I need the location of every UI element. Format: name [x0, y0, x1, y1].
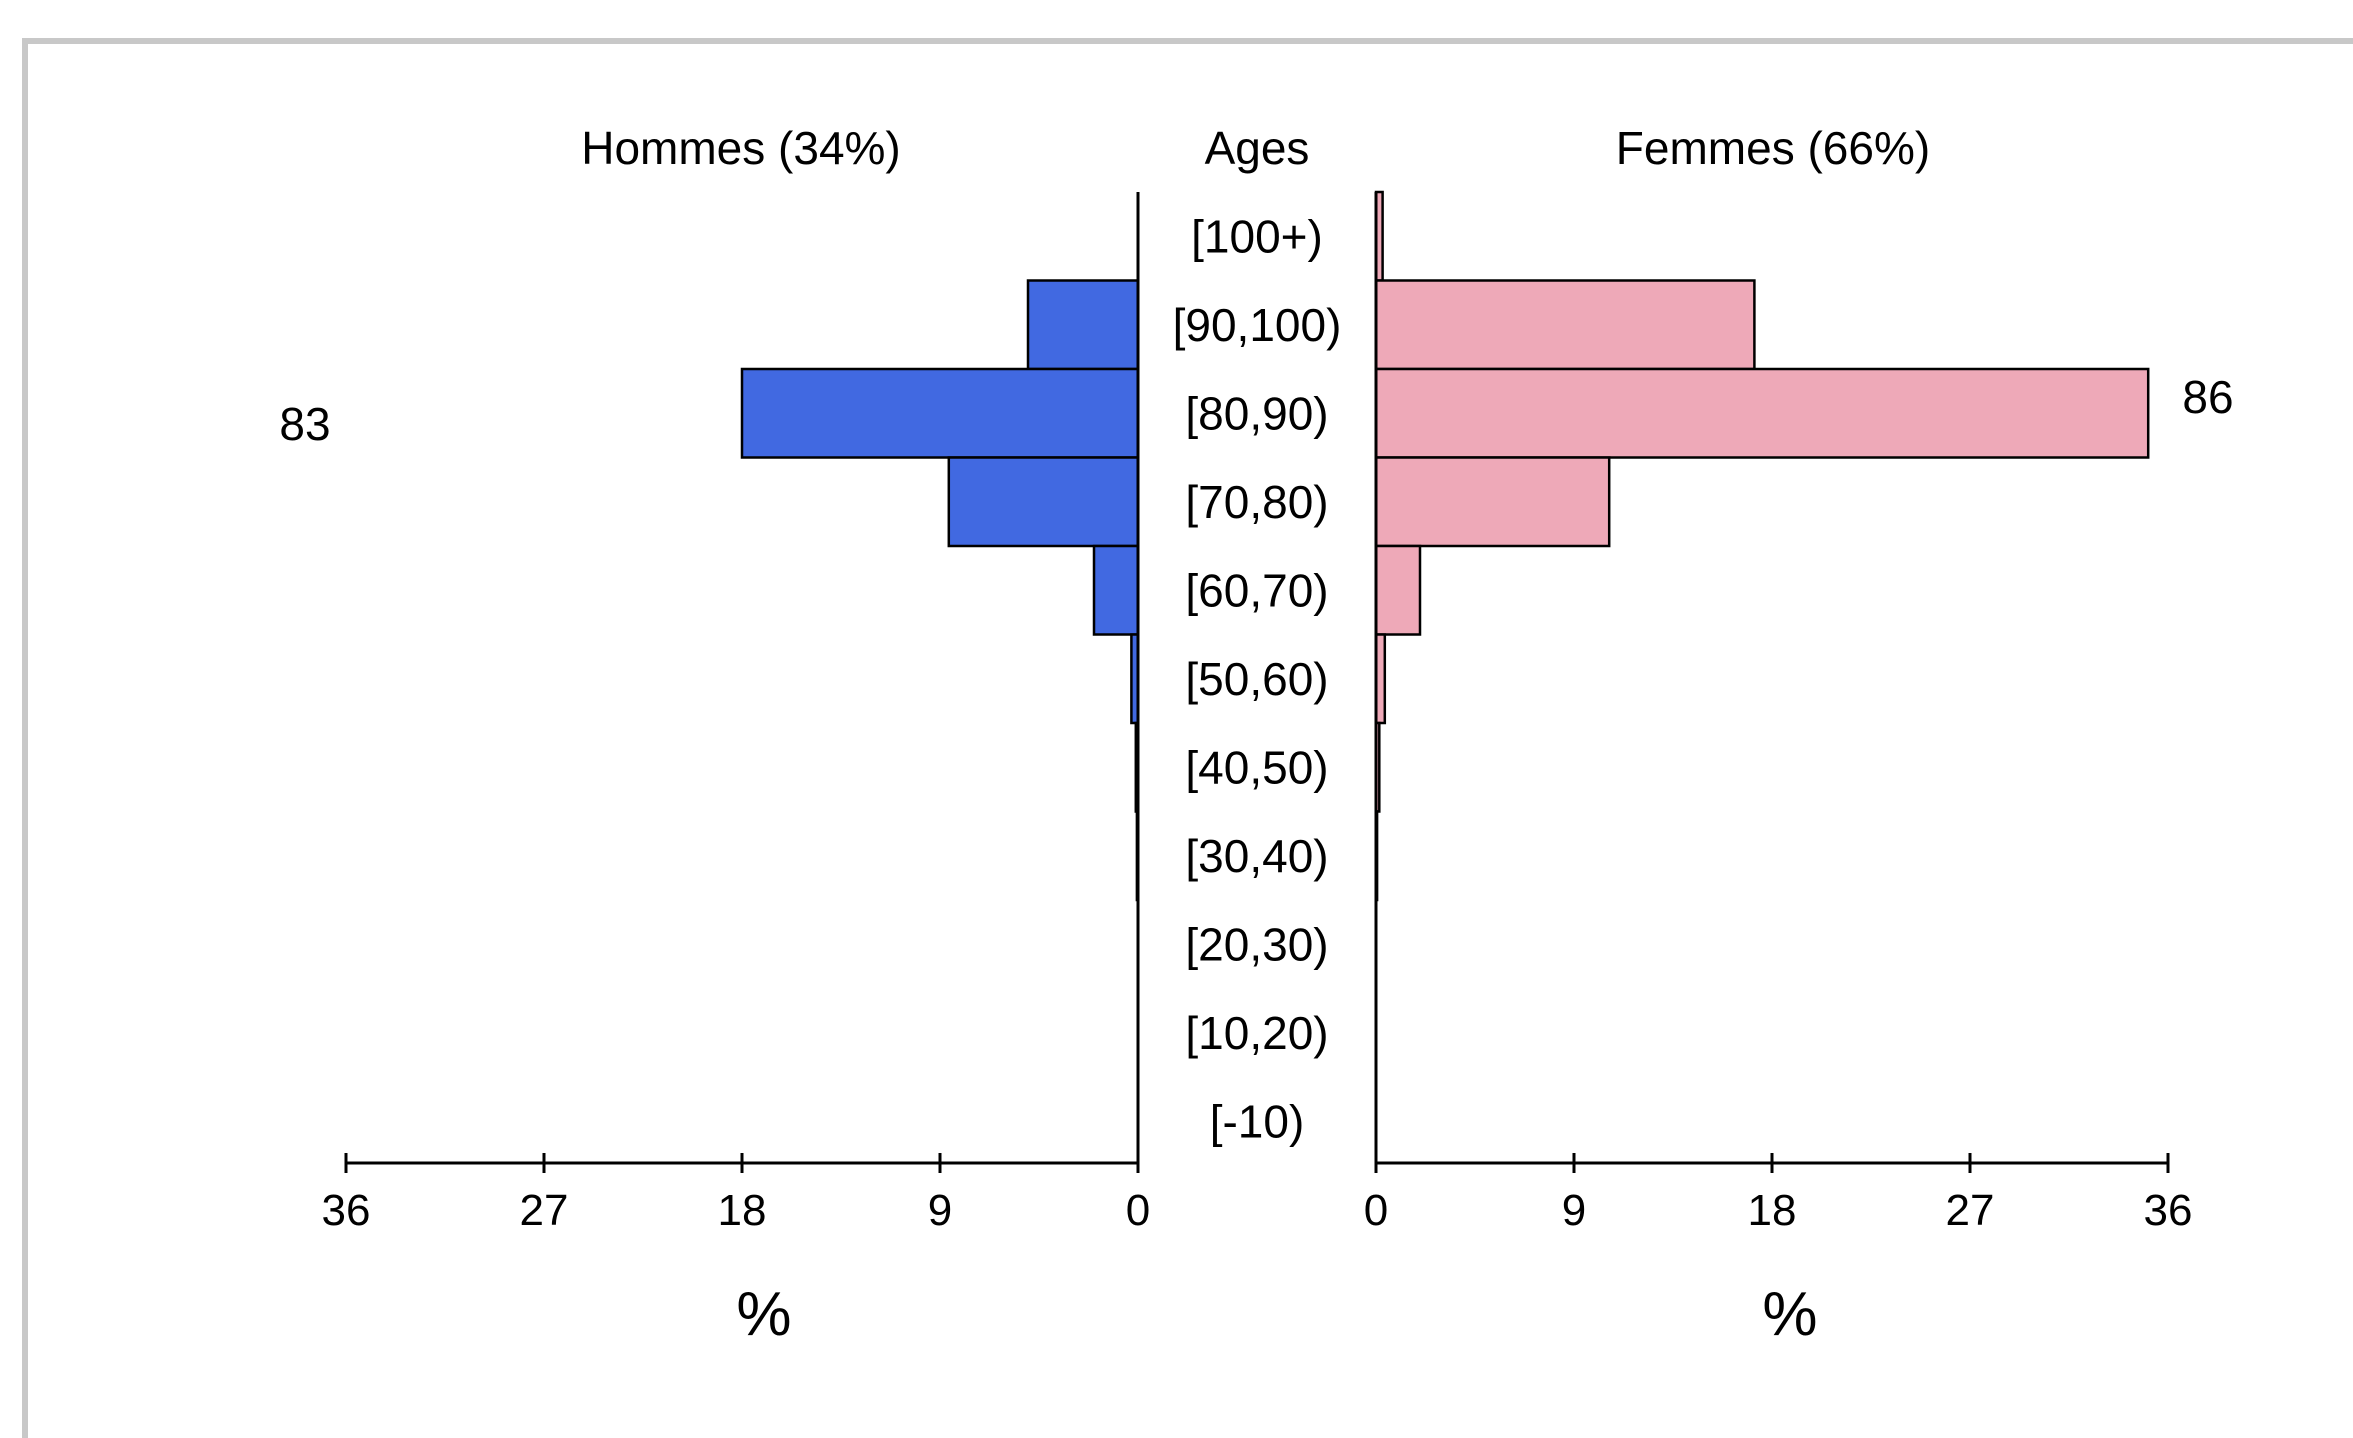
male-x-tick-label: 27: [520, 1186, 569, 1235]
male-bars: [740, 279, 1140, 902]
female-series-title: Femmes (66%): [1616, 122, 1930, 174]
male-x-tick-label: 18: [718, 1186, 767, 1235]
female-count-label: 86: [2182, 371, 2233, 423]
female-bar: [1374, 544, 1422, 636]
population-pyramid-chart: [100+) [90,100) [80,90) [70,80) [60,70) [50,6…: [279, 122, 2233, 1349]
age-category-label: [20,30): [1185, 918, 1328, 970]
female-x-tick-label: 18: [1748, 1186, 1797, 1235]
male-bar: [1092, 544, 1140, 636]
female-bar: [1374, 367, 2150, 459]
female-x-axis-label: %: [1762, 1280, 1817, 1349]
age-category-label: [30,40): [1185, 830, 1328, 882]
age-category-label: [80,90): [1185, 387, 1328, 439]
female-x-tick-label: 0: [1364, 1186, 1388, 1235]
age-category-label: [60,70): [1185, 564, 1328, 616]
male-series-title: Hommes (34%): [581, 122, 901, 174]
female-bar: [1374, 279, 1756, 371]
male-x-tick-label: 0: [1126, 1186, 1150, 1235]
age-category-label: [40,50): [1185, 741, 1328, 793]
male-bar: [740, 367, 1140, 459]
male-x-tick-label: 36: [322, 1186, 371, 1235]
age-category-label: [90,100): [1173, 299, 1342, 351]
age-category-label: [10,20): [1185, 1007, 1328, 1059]
male-bar: [947, 456, 1140, 548]
age-category-label: [50,60): [1185, 653, 1328, 705]
male-x-tick-label: 9: [928, 1186, 952, 1235]
female-x-tick-label: 27: [1946, 1186, 1995, 1235]
female-bar: [1374, 456, 1611, 548]
chart-frame: [22, 38, 2353, 1438]
male-count-label: 83: [279, 398, 330, 450]
labels: [100+) [90,100) [80,90) [70,80) [60,70) [50,6…: [279, 122, 2233, 1349]
female-x-tick-label: 36: [2144, 1186, 2193, 1235]
female-bars: [1374, 190, 2150, 902]
age-category-label: [100+): [1191, 210, 1323, 262]
male-bar: [1026, 279, 1140, 371]
male-x-axis-label: %: [736, 1280, 791, 1349]
age-category-label: [70,80): [1185, 476, 1328, 528]
axes: [344, 192, 2170, 1173]
ages-header: Ages: [1205, 122, 1310, 174]
age-category-label: [-10): [1210, 1095, 1305, 1147]
female-x-tick-label: 9: [1562, 1186, 1586, 1235]
